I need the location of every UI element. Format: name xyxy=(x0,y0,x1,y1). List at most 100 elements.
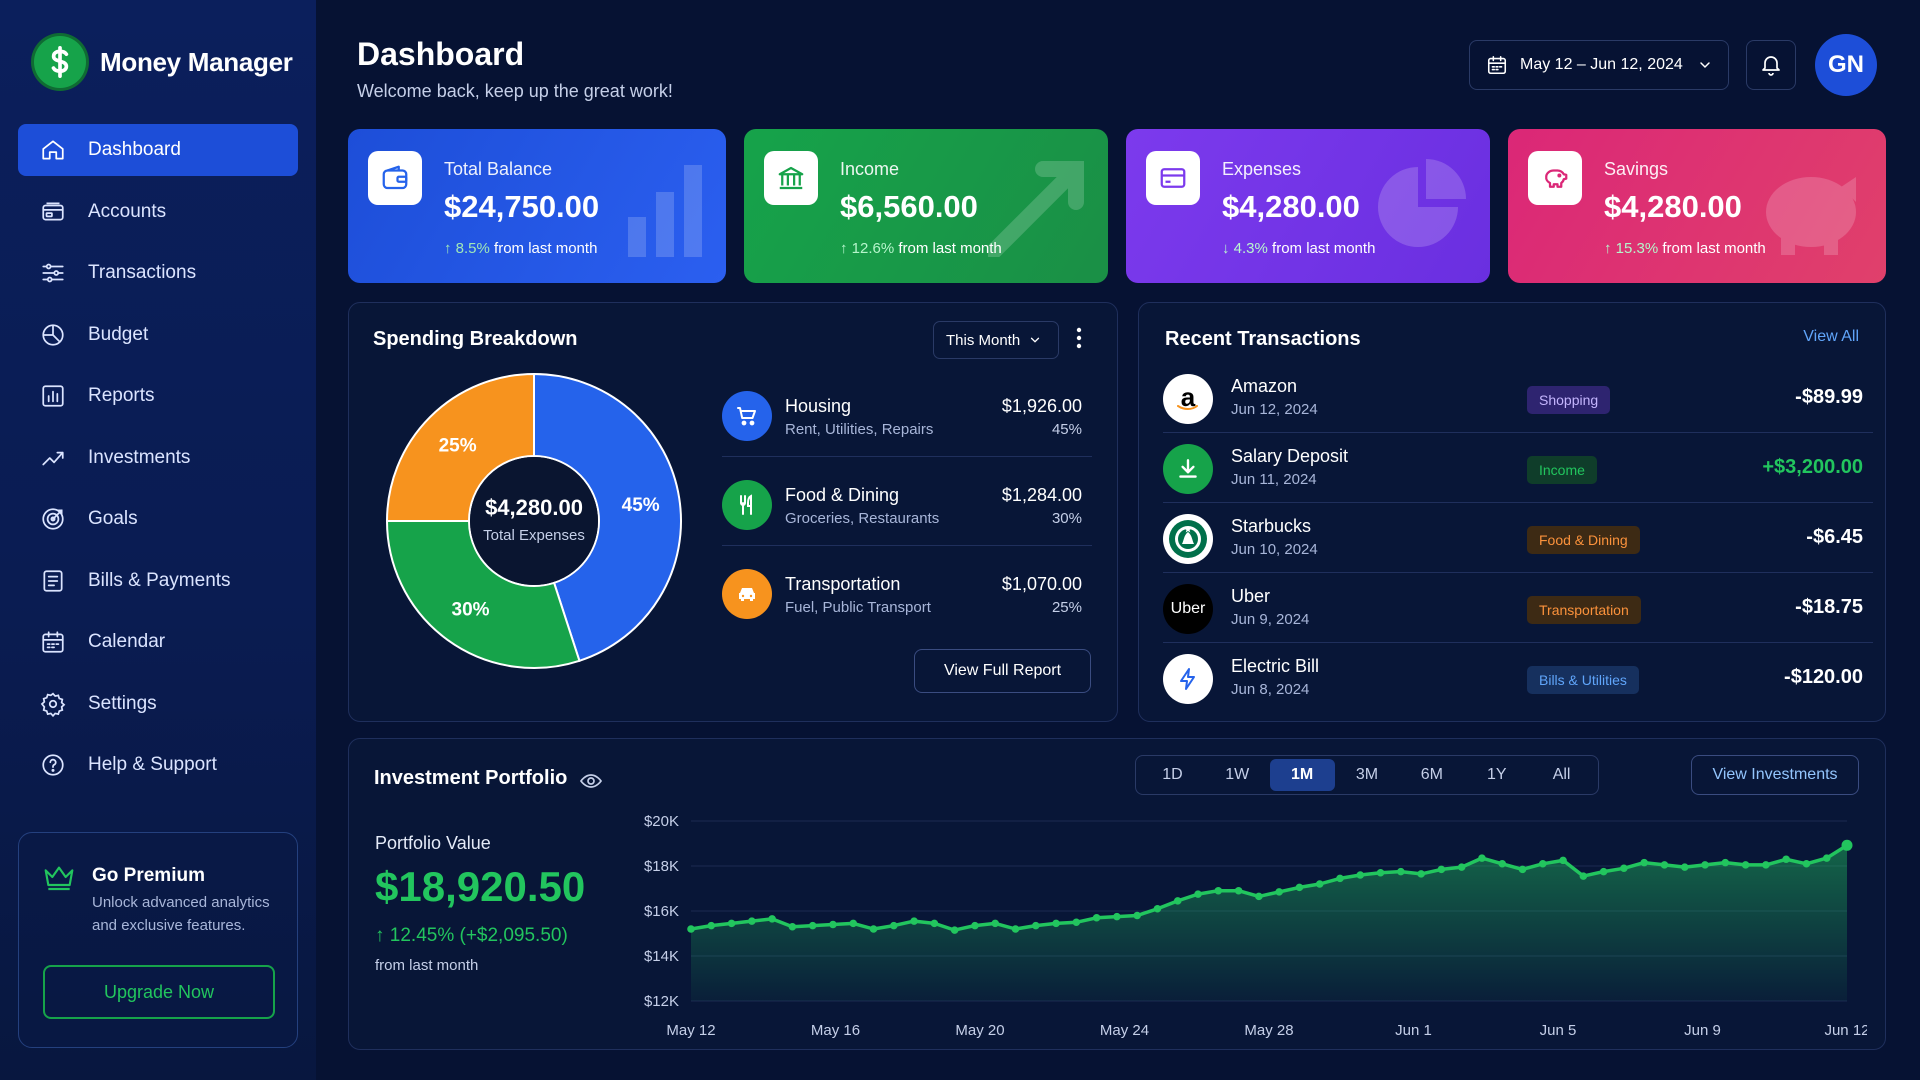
data-point[interactable] xyxy=(1092,913,1101,922)
range-1y[interactable]: 1Y xyxy=(1486,766,1507,783)
data-point[interactable] xyxy=(1660,861,1669,869)
data-point[interactable] xyxy=(1234,886,1243,895)
data-point[interactable] xyxy=(1336,874,1344,883)
data-point[interactable] xyxy=(1762,861,1770,869)
data-point[interactable] xyxy=(1214,886,1223,895)
data-point[interactable] xyxy=(1579,872,1588,880)
sidebar-item-investments[interactable]: Investments xyxy=(18,432,298,484)
data-point[interactable] xyxy=(1011,925,1020,933)
transaction-row[interactable]: Uber Uber Jun 9, 2024 Transportation -$1… xyxy=(1163,573,1873,643)
data-point[interactable] xyxy=(1133,911,1141,920)
data-point[interactable] xyxy=(1031,921,1040,930)
data-point[interactable] xyxy=(1437,865,1446,874)
category-row-food[interactable]: Food & Dining Groceries, Restaurants $1,… xyxy=(722,458,1092,546)
data-point[interactable] xyxy=(890,921,898,930)
data-point[interactable] xyxy=(768,915,776,923)
stat-card-savings[interactable]: Savings $4,280.00 ↑ 15.3% from last mont… xyxy=(1508,129,1886,283)
stat-card-total-balance[interactable]: Total Balance $24,750.00 ↑ 8.5% from las… xyxy=(348,129,726,283)
data-point[interactable] xyxy=(748,917,756,925)
sidebar-item-help[interactable]: Help & Support xyxy=(18,739,298,791)
data-point[interactable] xyxy=(1478,854,1486,862)
data-point[interactable] xyxy=(991,919,1000,928)
donut-slice-0[interactable] xyxy=(533,372,682,663)
sidebar-item-calendar[interactable]: Calendar xyxy=(18,616,298,668)
data-point[interactable] xyxy=(1275,888,1283,896)
sidebar-item-reports[interactable]: Reports xyxy=(18,370,298,422)
data-point[interactable] xyxy=(687,925,695,933)
category-row-housing[interactable]: Housing Rent, Utilities, Repairs $1,926.… xyxy=(722,369,1092,457)
data-point[interactable] xyxy=(1782,855,1790,864)
transaction-row[interactable]: Starbucks Jun 10, 2024 Food & Dining -$6… xyxy=(1163,503,1873,573)
data-point[interactable] xyxy=(1173,897,1182,905)
range-6m[interactable]: 6M xyxy=(1420,766,1443,783)
data-point[interactable] xyxy=(829,920,837,929)
data-point[interactable] xyxy=(910,917,918,925)
brand[interactable]: Money Manager xyxy=(34,36,293,88)
view-full-report-button[interactable]: View Full Report xyxy=(914,649,1091,693)
data-point[interactable] xyxy=(1680,863,1689,871)
data-point[interactable] xyxy=(1397,867,1405,876)
range-1d[interactable]: 1D xyxy=(1162,766,1183,783)
data-point[interactable] xyxy=(1559,856,1567,865)
transaction-row[interactable]: Salary Deposit Jun 11, 2024 Income +$3,2… xyxy=(1163,433,1873,503)
data-point[interactable] xyxy=(808,921,817,930)
sidebar-item-budget[interactable]: Budget xyxy=(18,309,298,361)
data-point[interactable] xyxy=(1802,859,1811,868)
data-point[interactable] xyxy=(788,922,797,931)
data-point[interactable] xyxy=(1640,858,1648,867)
sidebar-item-settings[interactable]: Settings xyxy=(18,678,298,730)
data-point[interactable] xyxy=(1356,871,1365,879)
data-point[interactable] xyxy=(1072,918,1081,927)
data-point[interactable] xyxy=(869,925,878,933)
eye-icon[interactable] xyxy=(579,769,603,793)
data-point[interactable] xyxy=(1822,854,1831,862)
sidebar-item-dashboard[interactable]: Dashboard xyxy=(18,124,298,176)
data-point[interactable] xyxy=(971,921,979,930)
stat-card-income[interactable]: Income $6,560.00 ↑ 12.6% from last month xyxy=(744,129,1108,283)
data-point[interactable] xyxy=(1315,880,1324,888)
data-point[interactable] xyxy=(707,921,716,930)
data-point[interactable] xyxy=(849,919,858,928)
data-point[interactable] xyxy=(1457,863,1466,871)
upgrade-button[interactable]: Upgrade Now xyxy=(43,965,275,1019)
data-point[interactable] xyxy=(1376,868,1385,877)
donut-slice-1[interactable] xyxy=(385,520,581,669)
data-point[interactable] xyxy=(1417,870,1425,878)
sidebar-item-transactions[interactable]: Transactions xyxy=(18,247,298,299)
data-point[interactable] xyxy=(1518,865,1527,874)
data-point[interactable] xyxy=(1721,858,1730,867)
data-point[interactable] xyxy=(1538,859,1547,868)
data-point[interactable] xyxy=(1052,919,1060,928)
range-3m[interactable]: 3M xyxy=(1355,766,1379,783)
transaction-row[interactable]: a Amazon Jun 12, 2024 Shopping -$89.99 xyxy=(1163,363,1873,433)
notifications-button[interactable] xyxy=(1746,40,1796,90)
data-point[interactable] xyxy=(1498,859,1507,868)
date-range-picker[interactable]: May 12 – Jun 12, 2024 xyxy=(1469,40,1729,90)
view-all-link[interactable]: View All xyxy=(1803,328,1859,345)
sidebar-item-goals[interactable]: Goals xyxy=(18,493,298,545)
data-point[interactable] xyxy=(1701,861,1709,869)
more-options-icon[interactable] xyxy=(1075,325,1083,351)
range-1m[interactable]: 1M xyxy=(1269,759,1335,791)
view-investments-button[interactable]: View Investments xyxy=(1691,755,1859,795)
category-row-transportation[interactable]: Transportation Fuel, Public Transport $1… xyxy=(722,547,1092,635)
data-point[interactable] xyxy=(727,919,736,928)
data-point[interactable] xyxy=(1620,864,1628,873)
period-dropdown[interactable]: This Month xyxy=(933,321,1059,359)
data-point[interactable] xyxy=(950,926,959,934)
donut-slice-2[interactable] xyxy=(385,372,535,522)
data-point[interactable] xyxy=(930,919,939,928)
range-all[interactable]: All xyxy=(1552,766,1571,783)
range-1w[interactable]: 1W xyxy=(1225,766,1250,783)
stat-card-expenses[interactable]: Expenses $4,280.00 ↓ 4.3% from last mont… xyxy=(1126,129,1490,283)
avatar[interactable]: GN xyxy=(1815,34,1877,96)
sidebar-item-accounts[interactable]: Accounts xyxy=(18,186,298,238)
data-point[interactable] xyxy=(1153,904,1162,913)
data-point[interactable] xyxy=(1255,892,1263,901)
transaction-row[interactable]: Electric Bill Jun 8, 2024 Bills & Utilit… xyxy=(1163,643,1873,713)
data-point[interactable] xyxy=(1113,912,1121,921)
data-point[interactable] xyxy=(1841,839,1853,851)
data-point[interactable] xyxy=(1295,883,1304,892)
data-point[interactable] xyxy=(1194,890,1202,898)
sidebar-item-bills[interactable]: Bills & Payments xyxy=(18,555,298,607)
